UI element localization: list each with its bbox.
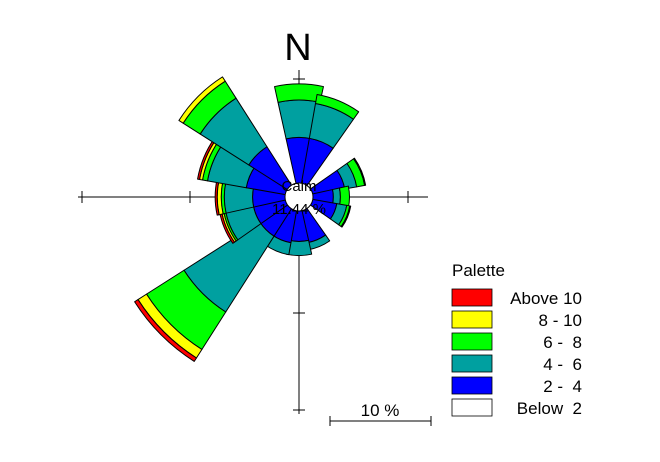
sector-nw-bin-4 bbox=[178, 76, 226, 124]
legend-label: 2 - 4 bbox=[543, 377, 582, 396]
north-label-background bbox=[282, 22, 316, 66]
sector-ene-bin-4 bbox=[353, 157, 367, 186]
legend-label: Above 10 bbox=[510, 289, 582, 308]
legend-label: Below 2 bbox=[517, 399, 582, 418]
legend-swatch bbox=[451, 354, 493, 373]
scale-bar: 10 % bbox=[329, 401, 432, 426]
sector-ese-bin-4 bbox=[340, 205, 352, 228]
rose-sectors bbox=[134, 76, 367, 362]
sector-sw-bin-5 bbox=[134, 299, 197, 362]
legend-label: 4 - 6 bbox=[543, 355, 582, 374]
calm-value: 11.44 % bbox=[272, 201, 326, 218]
legend-swatch bbox=[451, 288, 493, 307]
sector-nne-bin-3 bbox=[314, 94, 360, 120]
legend-label: 6 - 8 bbox=[543, 333, 582, 352]
palette-title: Palette bbox=[452, 261, 505, 280]
legend-label: 8 - 10 bbox=[539, 311, 582, 330]
calm-circle bbox=[284, 182, 314, 212]
legend-swatch bbox=[451, 332, 493, 351]
north-label: N bbox=[284, 27, 311, 69]
calm-label: Calm bbox=[281, 178, 316, 195]
legend-swatch bbox=[451, 310, 493, 329]
legend-swatch bbox=[451, 376, 493, 395]
legend-swatch bbox=[451, 398, 493, 417]
scale-bar-label: 10 % bbox=[361, 401, 400, 420]
palette-legend: Palette Above 10 8 - 10 6 - 8 4 - 6 2 - 4 Bel… bbox=[451, 261, 582, 418]
